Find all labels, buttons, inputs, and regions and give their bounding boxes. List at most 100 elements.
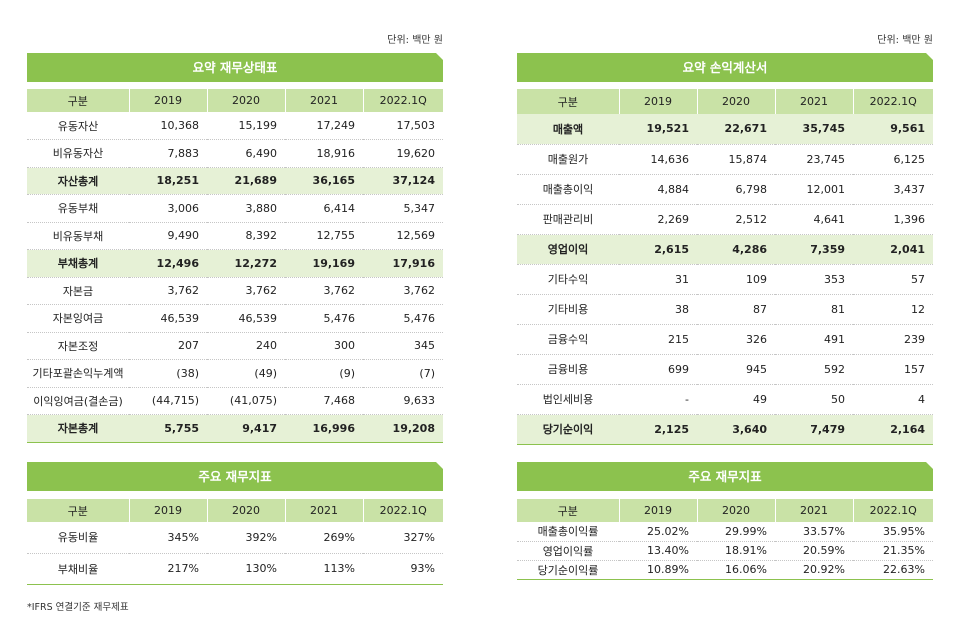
row-label: 매출총이익 — [517, 174, 619, 205]
table-cell: 10,368 — [129, 112, 207, 140]
row-label: 유동부채 — [27, 194, 129, 223]
table-cell: (7) — [363, 359, 443, 388]
table-cell: 14,636 — [619, 144, 697, 175]
table-cell: 35.95% — [853, 522, 933, 542]
table-row: 이익잉여금(결손금) (44,715) (41,075) 7,468 9,633 — [27, 387, 443, 415]
row-label: 비유동자산 — [27, 139, 129, 168]
row-label: 부채총계 — [27, 249, 129, 278]
table-cell: 21.35% — [853, 541, 933, 561]
table-cell: 5,476 — [363, 304, 443, 333]
row-label: 기타비용 — [517, 294, 619, 325]
table-cell: 3,437 — [853, 174, 933, 205]
table-row: 금융수익 215 326 491 239 — [517, 324, 933, 355]
table-cell: 353 — [775, 264, 853, 295]
balance-sheet-table: 구분 2019 2020 2021 2022.1Q 유동자산 10,368 15,199 17,… — [27, 89, 443, 443]
row-label: 기타포괄손익누계액 — [27, 359, 129, 388]
table-cell: - — [619, 384, 697, 415]
table-cell: 18,251 — [129, 167, 207, 195]
table-row: 유동부채 3,006 3,880 6,414 5,347 — [27, 194, 443, 223]
ratios-left-title: 주요 재무지표 — [27, 462, 443, 491]
table-cell: 113% — [285, 553, 363, 585]
row-label: 영업이익률 — [517, 541, 619, 561]
table-cell: 1,396 — [853, 204, 933, 235]
table-cell: (41,075) — [207, 387, 285, 415]
row-label: 자본금 — [27, 277, 129, 305]
table-cell: 269% — [285, 522, 363, 554]
table-row: 법인세비용 -49 50 4 — [517, 384, 933, 415]
table-cell: 25.02% — [619, 522, 697, 542]
table-cell: 12,001 — [775, 174, 853, 205]
column-header: 2021 — [285, 499, 364, 522]
footnote: *IFRS 연결기준 재무제표 — [27, 602, 129, 613]
table-cell: 491 — [775, 324, 853, 355]
income-statement-title: 요약 손익계산서 — [517, 53, 933, 82]
table-row: 기타수익 31 109 353 57 — [517, 264, 933, 295]
column-header: 2020 — [207, 499, 286, 522]
table-cell: 3,762 — [207, 277, 285, 305]
column-header: 2019 — [129, 89, 208, 112]
table-cell: 2,125 — [619, 414, 697, 445]
table-cell: 33.57% — [775, 522, 853, 542]
table-cell: (44,715) — [129, 387, 207, 415]
table-cell: 29.99% — [697, 522, 775, 542]
table-cell: 699 — [619, 354, 697, 385]
row-label: 이익잉여금(결손금) — [27, 387, 129, 415]
table-row: 부채총계 12,496 12,272 19,169 17,916 — [27, 249, 443, 278]
table-cell: 18.91% — [697, 541, 775, 561]
table-cell: 3,880 — [207, 194, 285, 223]
table-cell: 12,496 — [129, 249, 207, 278]
column-header: 2022.1Q — [853, 499, 933, 522]
column-header: 2022.1Q — [363, 499, 443, 522]
table-cell: 4,286 — [697, 234, 775, 265]
table-cell: 3,640 — [697, 414, 775, 445]
row-label: 당기순이익률 — [517, 560, 619, 580]
table-row: 영업이익 2,615 4,286 7,359 2,041 — [517, 234, 933, 265]
table-row: 자본금 3,762 3,762 3,762 3,762 — [27, 277, 443, 305]
column-header: 2021 — [285, 89, 364, 112]
ratios-right-title: 주요 재무지표 — [517, 462, 933, 491]
table-cell: 157 — [853, 354, 933, 385]
table-cell: 7,359 — [775, 234, 853, 265]
table-row: 매출액 19,521 22,671 35,745 9,561 — [517, 114, 933, 145]
table-cell: 2,269 — [619, 204, 697, 235]
table-cell: 4,884 — [619, 174, 697, 205]
table-cell: 93% — [363, 553, 443, 585]
table-row: 자산총계 18,251 21,689 36,165 37,124 — [27, 167, 443, 195]
table-cell: 23,745 — [775, 144, 853, 175]
table-cell: 81 — [775, 294, 853, 325]
column-header: 2020 — [697, 89, 776, 114]
column-header: 2022.1Q — [363, 89, 443, 112]
table-cell: 6,490 — [207, 139, 285, 168]
table-row: 자본잉여금 46,539 46,539 5,476 5,476 — [27, 304, 443, 333]
column-header: 2020 — [697, 499, 776, 522]
table-row: 자본조정 207 240 300 345 — [27, 332, 443, 360]
column-header: 2019 — [129, 499, 208, 522]
table-cell: 6,414 — [285, 194, 363, 223]
row-label: 기타수익 — [517, 264, 619, 295]
table-cell: 6,125 — [853, 144, 933, 175]
table-cell: 130% — [207, 553, 285, 585]
table-cell: 12,569 — [363, 222, 443, 250]
table-cell: 17,916 — [363, 249, 443, 278]
row-label: 자본잉여금 — [27, 304, 129, 333]
table-cell: 326 — [697, 324, 775, 355]
table-cell: 5,476 — [285, 304, 363, 333]
table-row: 부채비율 217% 130% 113% 93% — [27, 553, 443, 585]
table-cell: 2,615 — [619, 234, 697, 265]
table-cell: 2,512 — [697, 204, 775, 235]
table-cell: 239 — [853, 324, 933, 355]
table-cell: 18,916 — [285, 139, 363, 168]
table-cell: 37,124 — [363, 167, 443, 195]
table-cell: 5,755 — [129, 414, 207, 443]
table-cell: 22.63% — [853, 560, 933, 580]
table-cell: 17,503 — [363, 112, 443, 140]
table-cell: 87 — [697, 294, 775, 325]
table-cell: 22,671 — [697, 114, 775, 145]
row-label: 유동자산 — [27, 112, 129, 140]
table-cell: 207 — [129, 332, 207, 360]
table-cell: 5,347 — [363, 194, 443, 223]
income-statement-table: 구분 2019 2020 2021 2022.1Q 매출액 19,521 22,671 35,7… — [517, 89, 933, 445]
ratios-left-table: 구분 2019 2020 2021 2022.1Q 유동비율 345% 392% 269% 327… — [27, 499, 443, 585]
table-row: 자본총계 5,755 9,417 16,996 19,208 — [27, 414, 443, 443]
row-label: 매출원가 — [517, 144, 619, 175]
